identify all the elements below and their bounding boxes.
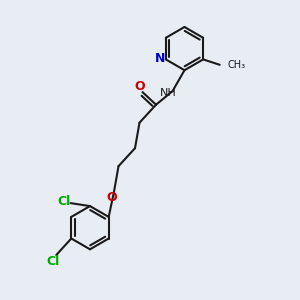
Text: CH₃: CH₃: [227, 60, 245, 70]
Text: O: O: [106, 190, 117, 204]
Text: O: O: [135, 80, 146, 93]
Text: N: N: [155, 52, 166, 65]
Text: Cl: Cl: [47, 255, 60, 268]
Text: Cl: Cl: [57, 195, 70, 208]
Text: NH: NH: [160, 88, 177, 98]
